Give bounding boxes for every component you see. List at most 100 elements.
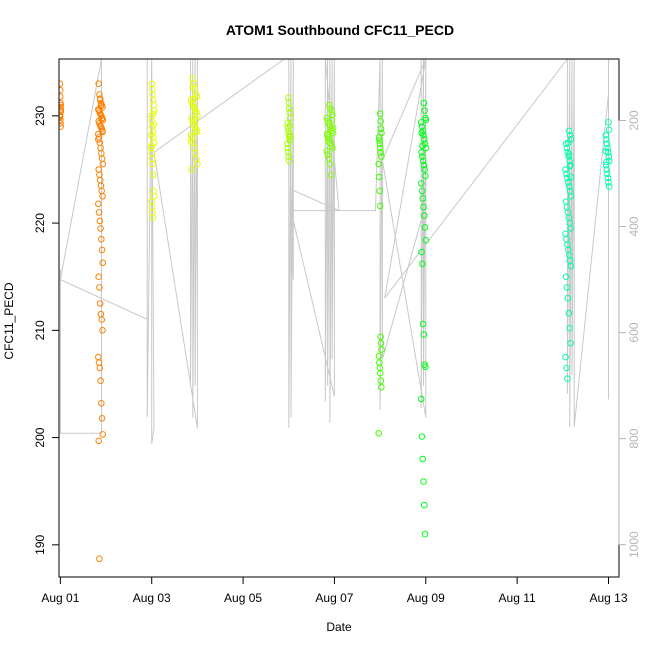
- y-tick-label: 230: [33, 106, 47, 126]
- data-point: [150, 110, 157, 117]
- data-point: [421, 530, 429, 538]
- data-point: [421, 501, 428, 509]
- data-point: [603, 158, 610, 166]
- data-point: [562, 198, 570, 205]
- data-point: [419, 157, 427, 165]
- data-point: [378, 346, 385, 353]
- data-point: [284, 140, 291, 147]
- data-point: [99, 160, 107, 168]
- data-point: [420, 478, 427, 485]
- data-point: [562, 273, 570, 281]
- data-point: [563, 284, 571, 291]
- data-point: [563, 170, 570, 178]
- data-point: [567, 225, 574, 232]
- data-point: [605, 183, 613, 190]
- data-point: [150, 107, 158, 114]
- x-tick-label: Aug 11: [499, 591, 536, 605]
- data-point: [59, 93, 64, 100]
- data-point: [97, 310, 105, 318]
- data-point: [377, 144, 384, 152]
- secondary-tick-label: 200: [627, 110, 641, 130]
- data-point: [421, 212, 428, 219]
- data-point: [325, 138, 332, 145]
- data-point: [605, 179, 612, 186]
- data-point: [604, 174, 612, 182]
- data-point: [377, 377, 385, 385]
- data-point: [194, 160, 201, 168]
- data-point: [284, 120, 291, 127]
- data-point: [378, 383, 385, 391]
- data-point: [422, 116, 430, 124]
- data-point: [564, 174, 571, 182]
- data-point: [97, 144, 104, 152]
- data-point: [375, 160, 383, 168]
- data-point: [565, 179, 572, 186]
- data-point: [284, 144, 292, 152]
- x-tick-label: Aug 03: [133, 591, 171, 605]
- data-point: [377, 333, 384, 341]
- data-point: [329, 124, 337, 131]
- data-point: [98, 155, 106, 162]
- data-point: [421, 136, 428, 143]
- data-point: [95, 80, 102, 87]
- data-point: [190, 95, 197, 102]
- data-point: [605, 119, 612, 126]
- data-point: [565, 127, 573, 135]
- data-point: [194, 112, 201, 120]
- data-point: [422, 172, 429, 180]
- data-point: [377, 117, 384, 125]
- data-point: [419, 320, 427, 328]
- data-point: [285, 149, 292, 156]
- data-point: [606, 157, 613, 165]
- data-point: [375, 352, 383, 360]
- data-point: [420, 131, 427, 139]
- data-point: [417, 180, 425, 187]
- data-point: [603, 136, 610, 143]
- data-point: [96, 555, 103, 563]
- data-point: [97, 225, 104, 232]
- data-point: [327, 171, 335, 179]
- series-1: [59, 80, 65, 130]
- data-point: [419, 195, 427, 202]
- data-point: [562, 353, 569, 361]
- data-point: [98, 415, 106, 422]
- y-tick-label: 190: [33, 534, 47, 554]
- data-point: [566, 131, 574, 139]
- data-point: [419, 260, 426, 268]
- x-tick-label: Aug 07: [315, 591, 353, 605]
- data-point: [567, 339, 574, 347]
- data-point: [95, 437, 102, 445]
- data-point: [285, 157, 293, 165]
- data-point: [327, 105, 334, 112]
- data-point: [564, 294, 572, 302]
- data-point: [565, 183, 573, 190]
- data-point: [97, 111, 104, 119]
- data-point: [96, 284, 103, 291]
- data-point: [329, 144, 336, 152]
- series-6: [323, 101, 337, 179]
- secondary-tick-label: 400: [627, 216, 641, 236]
- data-point: [150, 193, 158, 200]
- data-point: [95, 209, 103, 216]
- y-axis-label: CFC11_PECD: [2, 282, 16, 359]
- data-point: [376, 202, 384, 210]
- data-point: [149, 160, 156, 168]
- y-tick-label: 220: [33, 213, 47, 233]
- data-point: [59, 86, 64, 94]
- data-point: [323, 147, 331, 155]
- data-point: [604, 144, 611, 152]
- data-point: [59, 80, 64, 87]
- data-point: [566, 162, 574, 170]
- data-point: [418, 433, 426, 440]
- data-point: [59, 116, 64, 124]
- data-point: [418, 129, 425, 137]
- data-point: [96, 122, 104, 129]
- series-3: [148, 80, 158, 221]
- data-point: [376, 140, 384, 147]
- data-point: [96, 217, 104, 225]
- data-point: [95, 136, 102, 143]
- data-point: [605, 153, 613, 160]
- pressure-trace: [59, 59, 609, 444]
- data-point: [375, 134, 383, 141]
- data-point: [59, 104, 64, 111]
